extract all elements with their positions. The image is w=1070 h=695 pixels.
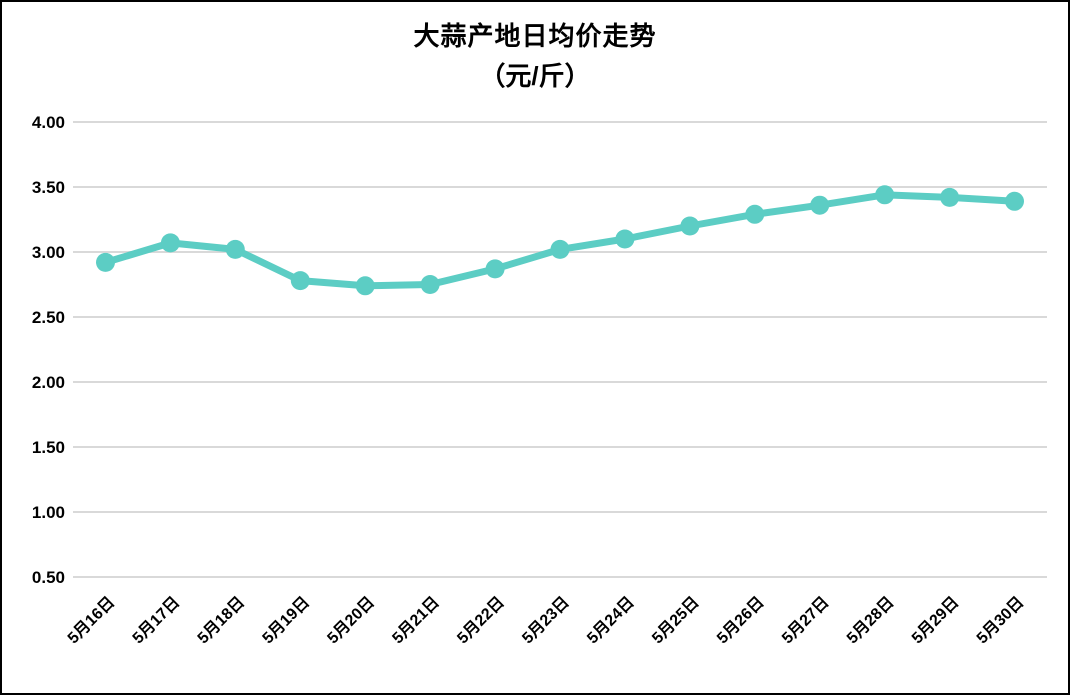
y-axis-tick-label: 3.50 — [32, 178, 65, 197]
data-point-marker — [875, 185, 895, 205]
x-axis-tick-label: 5月27日 — [778, 593, 832, 647]
x-axis-tick-label: 5月22日 — [454, 593, 508, 647]
chart-subtitle: （元/斤） — [479, 61, 591, 91]
y-axis-tick-label: 2.50 — [32, 308, 65, 327]
data-point-marker — [225, 239, 245, 259]
x-axis-tick-label: 5月30日 — [973, 593, 1027, 647]
x-axis-tick-label: 5月28日 — [843, 593, 897, 647]
data-point-marker — [550, 239, 570, 259]
data-point-marker — [810, 195, 830, 215]
x-axis-tick-label: 5月16日 — [64, 593, 118, 647]
data-point-marker — [615, 229, 635, 249]
x-axis-tick-label: 5月20日 — [324, 593, 378, 647]
data-point-marker — [290, 271, 310, 291]
data-point-marker — [485, 259, 505, 279]
x-axis-tick-label: 5月29日 — [908, 593, 962, 647]
y-axis-tick-label: 2.00 — [32, 373, 65, 392]
x-axis-tick-label: 5月17日 — [129, 593, 183, 647]
y-axis-tick-label: 4.00 — [32, 113, 65, 132]
y-axis-tick-label: 1.50 — [32, 438, 65, 457]
chart-title: 大蒜产地日均价走势 — [413, 21, 657, 51]
data-point-marker — [96, 252, 115, 272]
y-axis-tick-label: 1.00 — [32, 503, 65, 522]
data-point-marker — [1005, 191, 1024, 211]
x-axis-tick-label: 5月21日 — [389, 593, 443, 647]
data-point-marker — [355, 276, 375, 296]
x-axis-tick-label: 5月18日 — [194, 593, 248, 647]
x-axis-tick-label: 5月25日 — [648, 593, 702, 647]
x-axis-tick-label: 5月23日 — [519, 593, 573, 647]
data-point-marker — [745, 204, 765, 224]
data-point-marker — [420, 275, 440, 294]
y-axis-tick-label: 0.50 — [32, 568, 65, 587]
data-point-marker — [160, 233, 180, 253]
data-point-marker — [940, 187, 960, 207]
y-axis-tick-label: 3.00 — [32, 243, 65, 262]
x-axis-tick-label: 5月26日 — [713, 593, 767, 647]
x-axis-tick-label: 5月24日 — [584, 593, 638, 647]
x-axis-tick-label: 5月19日 — [259, 593, 313, 647]
data-point-marker — [680, 216, 700, 236]
